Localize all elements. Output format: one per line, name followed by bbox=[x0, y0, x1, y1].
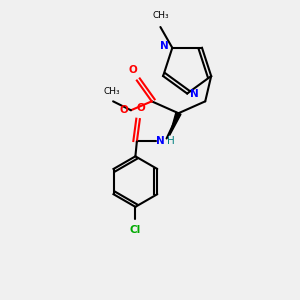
Text: CH₃: CH₃ bbox=[103, 87, 120, 96]
Text: O: O bbox=[137, 103, 146, 113]
Text: O: O bbox=[119, 105, 128, 115]
Polygon shape bbox=[169, 112, 181, 136]
Text: N: N bbox=[190, 88, 199, 98]
Text: N: N bbox=[160, 41, 169, 51]
Text: CH₃: CH₃ bbox=[152, 11, 169, 20]
Text: O: O bbox=[128, 64, 137, 75]
Text: N: N bbox=[156, 136, 165, 146]
Text: Cl: Cl bbox=[130, 225, 141, 235]
Text: H: H bbox=[167, 136, 175, 146]
